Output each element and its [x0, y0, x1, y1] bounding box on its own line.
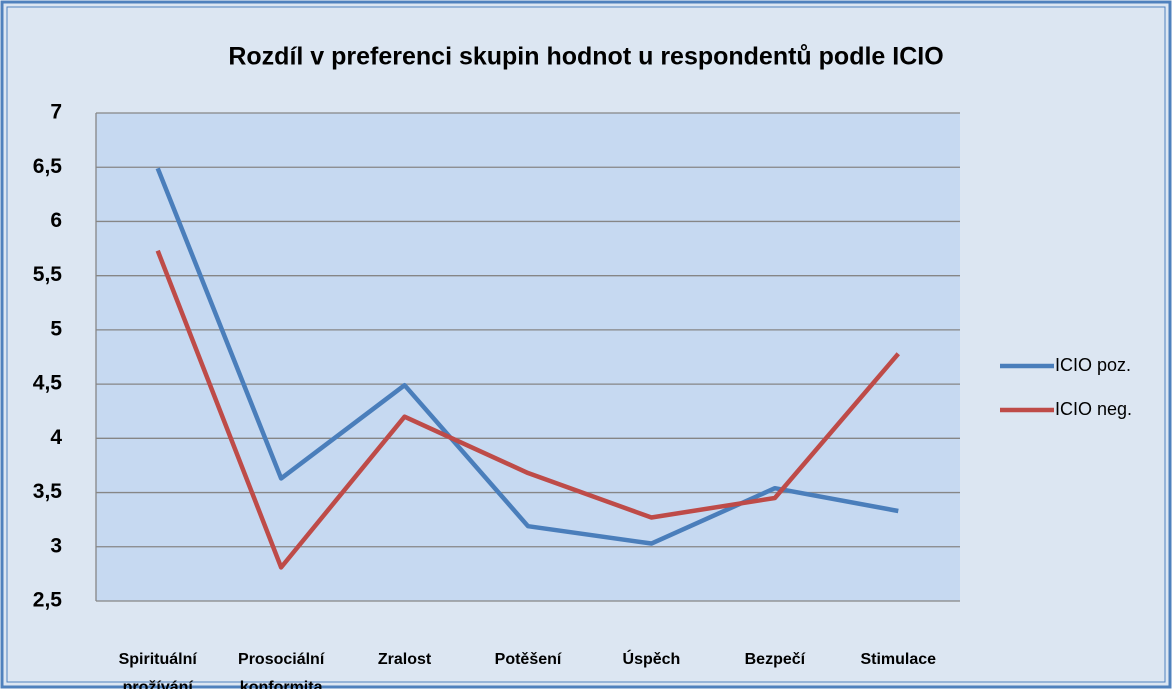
- legend-label: ICIO neg.: [1055, 399, 1132, 419]
- y-tick-label: 5,5: [33, 263, 63, 286]
- x-tick-label: Zralost: [378, 651, 432, 668]
- x-tick-label: Potěšení: [495, 651, 562, 668]
- y-tick-label: 4: [50, 426, 62, 449]
- series-line: [155, 167, 899, 546]
- y-tick-label: 6: [50, 209, 62, 232]
- y-tick-label: 2,5: [33, 589, 63, 612]
- y-tick-label: 7: [50, 101, 62, 124]
- x-tick-label: Bezpečí: [745, 651, 806, 668]
- x-tick-label: Stimulace: [860, 651, 936, 668]
- y-tick-label: 3,5: [33, 480, 63, 503]
- y-tick-label: 6,5: [33, 155, 63, 178]
- chart-frame-inner: [6, 6, 1166, 683]
- y-tick-label: 4,5: [33, 372, 63, 395]
- series-line: [155, 249, 900, 570]
- x-tick-label: Úspěch: [623, 649, 681, 668]
- legend-label: ICIO poz.: [1055, 355, 1131, 375]
- y-tick-label: 5: [50, 317, 62, 340]
- chart-title: Rozdíl v preferenci skupin hodnot u resp…: [228, 43, 943, 71]
- y-tick-label: 3: [50, 534, 62, 557]
- plot-area: [96, 113, 960, 601]
